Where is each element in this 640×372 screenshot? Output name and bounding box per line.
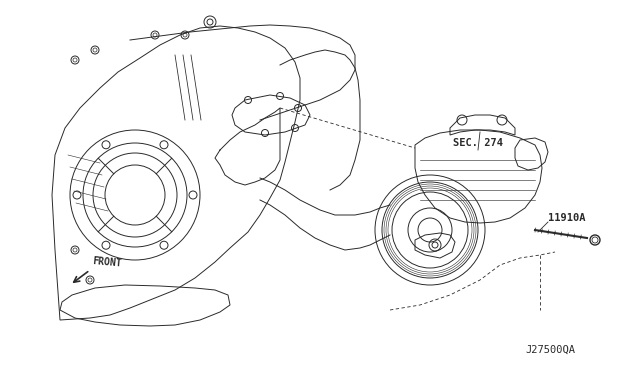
Text: J27500QA: J27500QA [525,345,575,355]
Text: FRONT: FRONT [92,256,122,269]
Text: 11910A: 11910A [548,213,586,223]
Text: SEC. 274: SEC. 274 [453,138,503,148]
Circle shape [590,235,600,245]
